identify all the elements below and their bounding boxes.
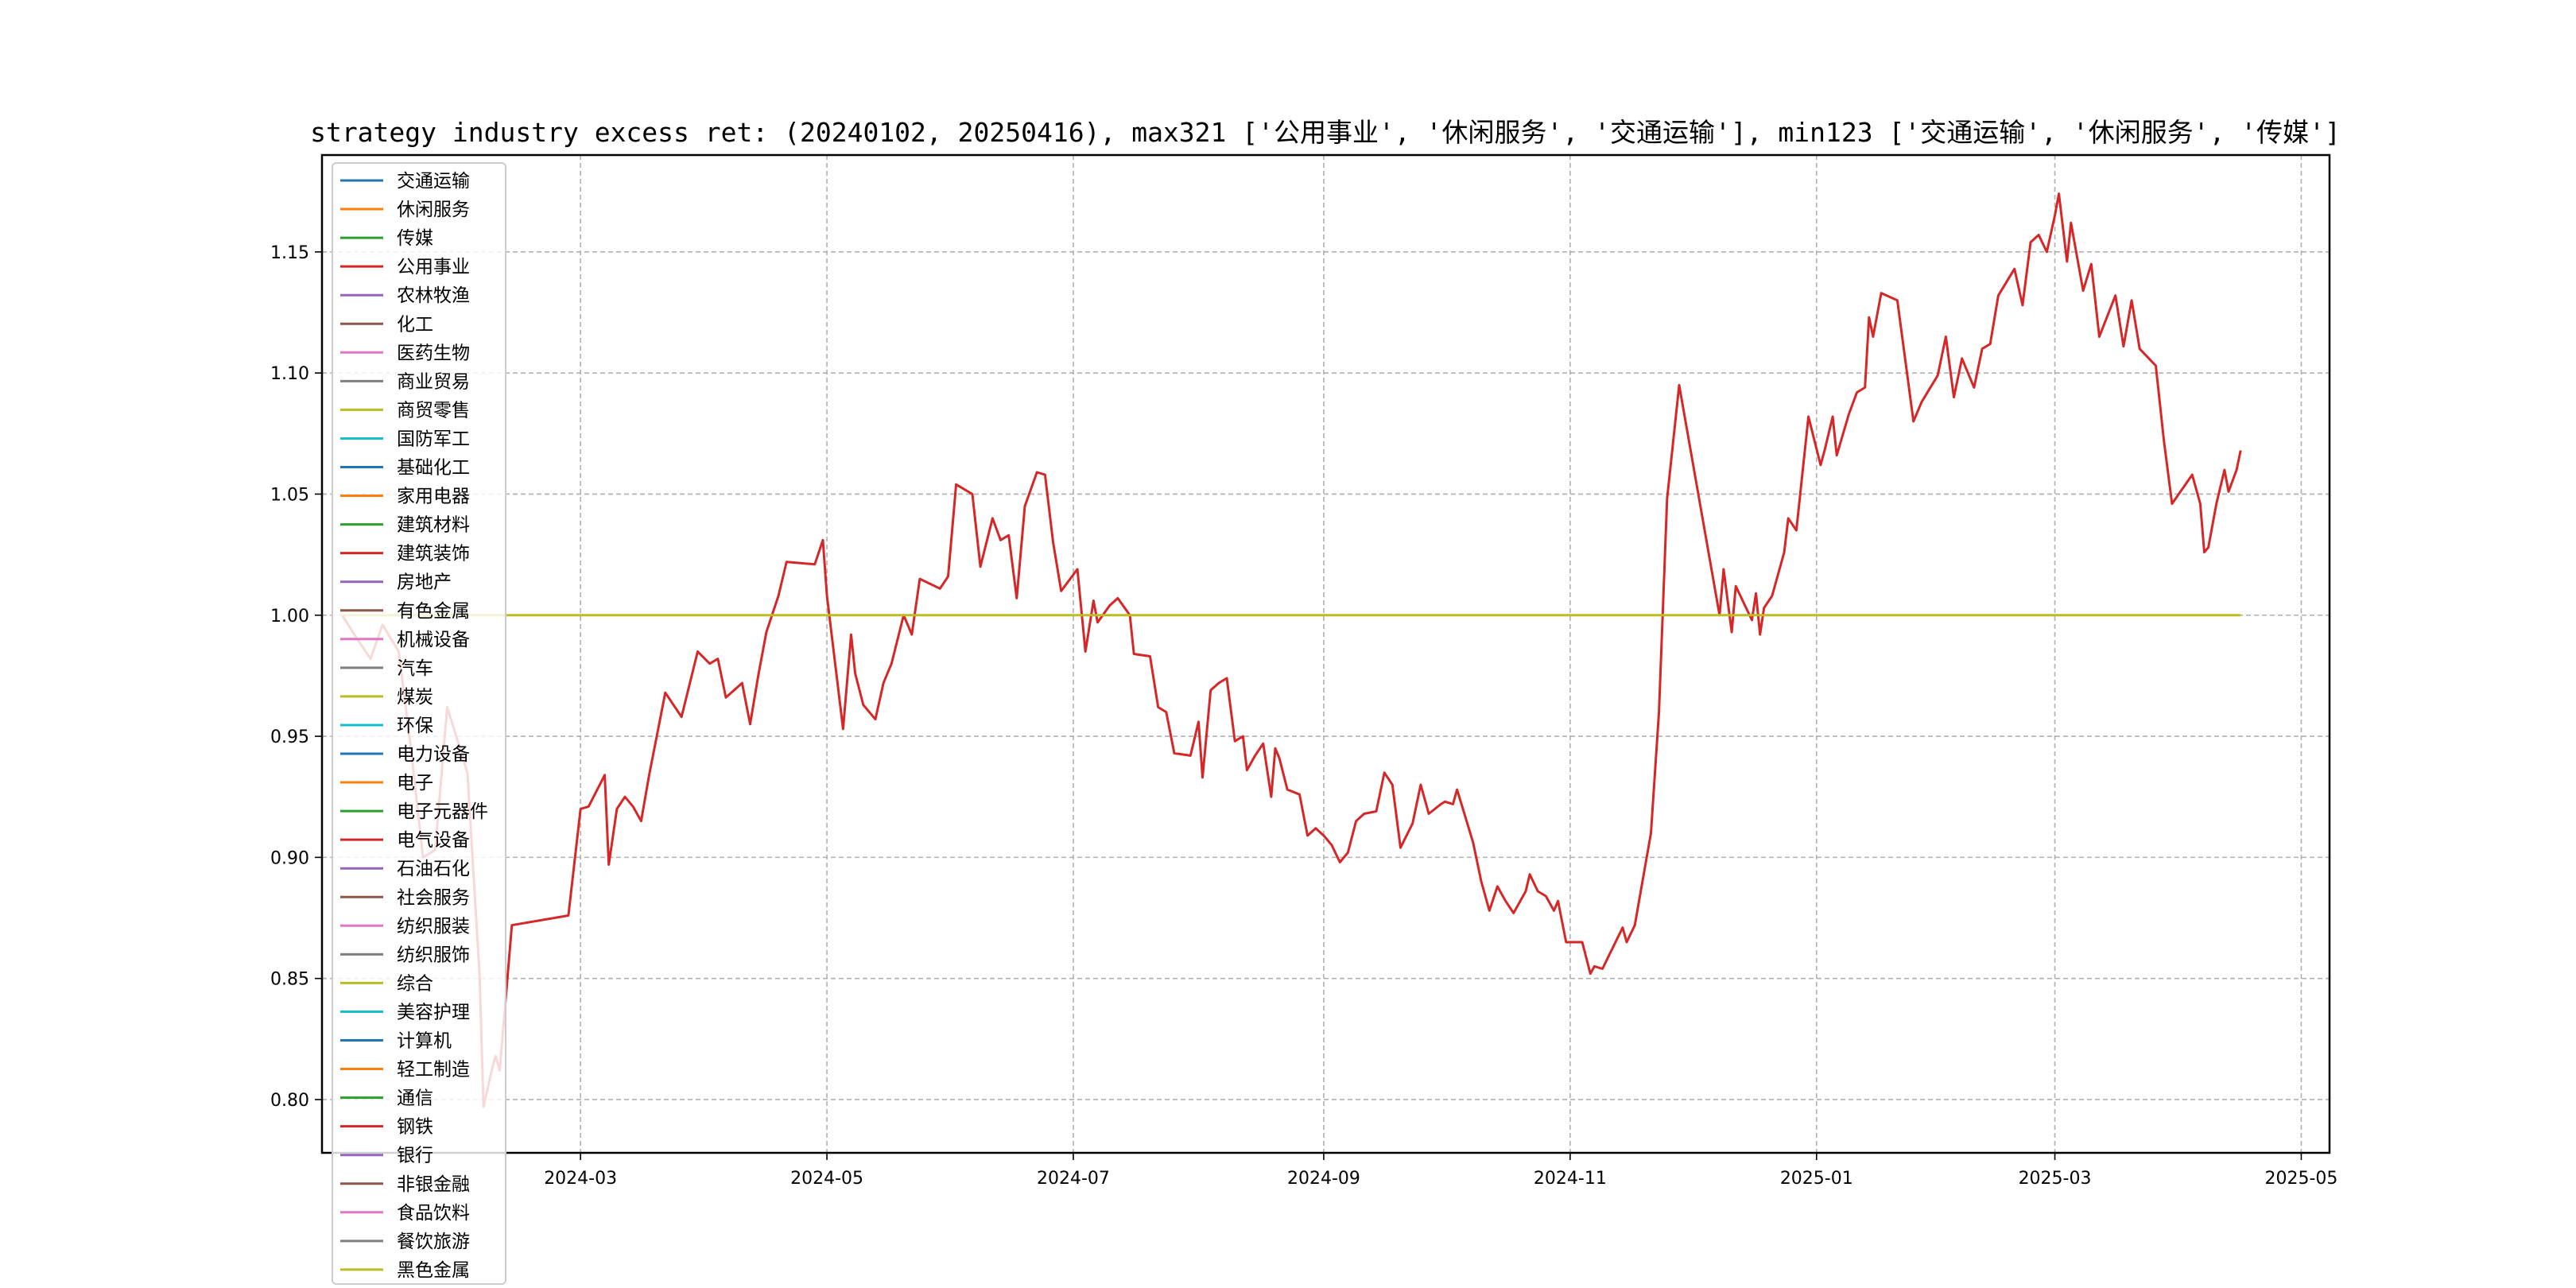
y-tick-label: 0.85 xyxy=(270,970,309,990)
legend-label: 建筑装饰 xyxy=(397,544,470,564)
legend-label: 食品饮料 xyxy=(397,1203,470,1224)
axis-ticks: 2024-03 2024-05 2024-07 2024-09 2024-11 2025-… xyxy=(270,243,2337,1189)
legend-label: 交通运输 xyxy=(397,171,470,192)
legend-label: 美容护理 xyxy=(397,1002,470,1022)
legend-label: 机械设备 xyxy=(397,630,470,650)
legend-label: 通信 xyxy=(397,1088,433,1109)
x-tick-label: 2024-07 xyxy=(1037,1169,1110,1189)
legend-label: 社会服务 xyxy=(397,887,470,908)
legend-label: 电子 xyxy=(397,773,433,793)
chart-title: strategy industry excess ret: (20240102,… xyxy=(310,117,2341,148)
x-tick-label: 2025-03 xyxy=(2019,1169,2092,1189)
legend-label: 基础化工 xyxy=(397,458,470,479)
y-tick-label: 1.05 xyxy=(270,485,309,505)
legend-label: 房地产 xyxy=(397,572,452,593)
legend-label: 有色金属 xyxy=(397,601,470,622)
legend-label: 电子元器件 xyxy=(397,801,488,822)
legend-label: 家用电器 xyxy=(397,487,470,507)
legend-label: 建筑材料 xyxy=(397,515,470,536)
legend-label: 综合 xyxy=(397,973,433,994)
legend-label: 非银金融 xyxy=(397,1174,470,1195)
series-lines xyxy=(341,192,2242,1108)
series-line-公用事业 xyxy=(341,192,2242,1108)
x-tick-label: 2025-01 xyxy=(1780,1169,1853,1189)
legend-label: 纺织服装 xyxy=(397,916,470,937)
x-tick-label: 2024-05 xyxy=(790,1169,863,1189)
y-tick-label: 1.15 xyxy=(270,243,309,263)
x-tick-label: 2025-05 xyxy=(2264,1169,2337,1189)
legend-label: 国防军工 xyxy=(397,429,470,449)
y-tick-label: 0.80 xyxy=(270,1091,309,1111)
legend-label: 电气设备 xyxy=(397,830,470,851)
legend-label: 公用事业 xyxy=(397,257,470,277)
legend: 交通运输休闲服务传媒公用事业农林牧渔化工医药生物商业贸易商贸零售国防军工基础化工… xyxy=(332,162,506,1285)
y-tick-label: 1.10 xyxy=(270,364,309,384)
legend-label: 钢铁 xyxy=(397,1117,433,1138)
legend-label: 煤炭 xyxy=(397,687,433,708)
legend-label: 石油石化 xyxy=(397,859,470,879)
legend-label: 黑色金属 xyxy=(397,1260,470,1281)
y-tick-label: 0.90 xyxy=(270,848,309,868)
x-tick-label: 2024-09 xyxy=(1287,1169,1360,1189)
y-tick-label: 1.00 xyxy=(270,607,309,627)
legend-label: 电力设备 xyxy=(397,744,470,765)
legend-label: 纺织服饰 xyxy=(397,945,470,965)
legend-label: 农林牧渔 xyxy=(397,285,470,306)
legend-label: 餐饮旅游 xyxy=(397,1232,470,1252)
legend-label: 商业贸易 xyxy=(397,371,470,392)
legend-frame xyxy=(332,162,506,1285)
x-tick-label: 2024-11 xyxy=(1534,1169,1607,1189)
plot-frame xyxy=(320,153,2331,1154)
legend-label: 计算机 xyxy=(397,1031,452,1052)
legend-label: 轻工制造 xyxy=(397,1060,470,1080)
legend-label: 医药生物 xyxy=(397,343,470,363)
legend-label: 休闲服务 xyxy=(397,200,470,220)
legend-label: 银行 xyxy=(397,1146,433,1166)
legend-label: 商贸零售 xyxy=(397,400,470,421)
legend-label: 化工 xyxy=(397,314,433,335)
legend-label: 传媒 xyxy=(397,228,433,249)
legend-label: 汽车 xyxy=(397,658,433,679)
x-tick-label: 2024-03 xyxy=(544,1169,617,1189)
legend-label: 环保 xyxy=(397,716,433,736)
y-tick-label: 0.95 xyxy=(270,727,309,747)
